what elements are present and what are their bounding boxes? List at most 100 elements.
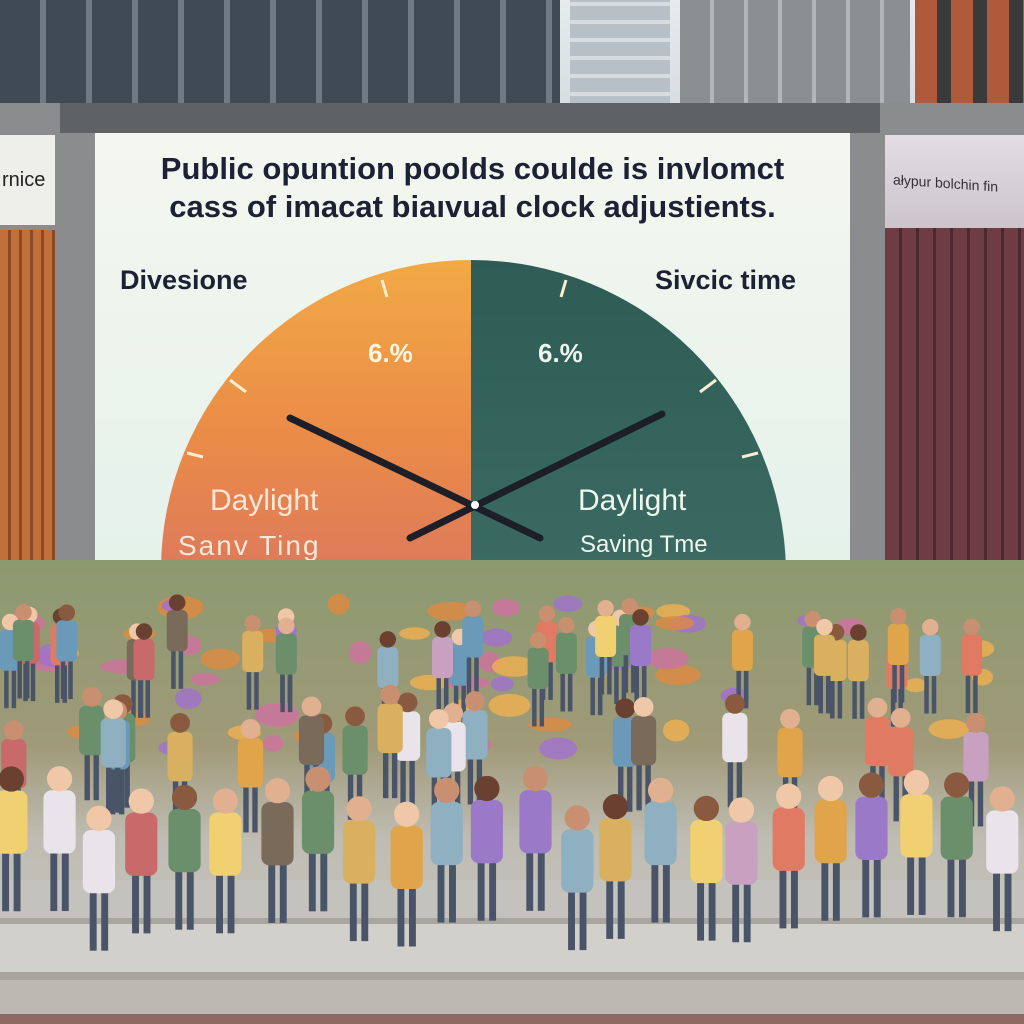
flower-cluster <box>399 627 431 640</box>
flower-cluster <box>490 676 514 692</box>
person <box>0 766 28 912</box>
label-right: Sivcic time <box>655 265 797 295</box>
clock-hand-2 <box>406 410 666 542</box>
person <box>43 766 76 912</box>
person <box>275 617 297 713</box>
flower-cluster <box>263 735 284 752</box>
left-sign-text: rnice <box>2 169 46 191</box>
person <box>56 604 78 700</box>
person <box>519 765 552 911</box>
left-percent: 6.% <box>368 338 413 368</box>
flower-cluster <box>200 648 240 670</box>
left-line-2: Sanv Ting <box>178 530 321 561</box>
flower-cluster <box>539 737 578 760</box>
clock-center <box>471 501 479 509</box>
billboard-headline: Public opuntion poolds coulde is invlomc… <box>110 150 835 226</box>
building-center <box>570 0 670 110</box>
person <box>431 621 453 716</box>
person <box>342 796 376 942</box>
person <box>644 777 677 923</box>
person <box>168 784 201 930</box>
person <box>725 797 758 943</box>
person <box>342 706 368 820</box>
person <box>631 696 657 811</box>
flower-cluster <box>491 598 520 617</box>
person <box>79 686 105 801</box>
person <box>961 618 983 714</box>
person <box>100 699 126 813</box>
flower-cluster <box>190 673 220 686</box>
brick-building <box>915 0 1024 120</box>
left-wall-panels <box>0 230 55 590</box>
person <box>470 775 503 921</box>
person <box>813 618 835 714</box>
flower-cluster <box>655 664 701 685</box>
person <box>722 693 748 808</box>
flower-cluster <box>553 595 583 612</box>
right-line-1: Daylight <box>578 484 687 517</box>
flower-cluster <box>254 703 299 727</box>
left-line-1: Daylight <box>210 484 319 517</box>
flower-cluster <box>904 678 927 693</box>
person <box>772 783 805 929</box>
flower-cluster <box>427 601 475 621</box>
left-side-sign: rnice <box>0 135 55 225</box>
person <box>390 801 423 947</box>
person <box>301 766 335 912</box>
person <box>209 788 242 934</box>
person <box>261 777 294 923</box>
person <box>377 684 403 799</box>
person <box>887 608 909 703</box>
person <box>690 795 723 941</box>
person <box>166 594 188 689</box>
person <box>242 615 264 710</box>
flower-cluster <box>480 628 513 647</box>
clock-hand-1 <box>286 414 544 542</box>
flower-cluster <box>528 717 572 732</box>
flower-cluster <box>656 604 691 619</box>
building-right <box>680 0 910 110</box>
person <box>940 772 973 918</box>
person <box>12 604 34 699</box>
right-percent: 6.% <box>538 338 583 368</box>
flower-cluster <box>647 648 689 670</box>
gauge-left-half <box>161 260 471 570</box>
person <box>237 719 264 833</box>
right-side-sign: ałypur bolchin fin <box>885 135 1024 240</box>
building-left <box>0 0 560 110</box>
person <box>855 772 888 918</box>
flower-cluster <box>349 640 372 665</box>
gauge-ticks <box>186 279 759 459</box>
person <box>555 616 577 712</box>
person <box>527 631 549 727</box>
person <box>125 788 158 934</box>
flower-cluster <box>488 693 531 717</box>
gauge-right-half <box>471 260 786 570</box>
person <box>133 623 155 718</box>
person <box>462 600 484 696</box>
person <box>561 805 594 951</box>
flower-cluster <box>491 656 537 677</box>
flower-cluster <box>928 719 970 739</box>
person <box>595 599 617 695</box>
flower-cluster <box>327 593 350 615</box>
headline-line-1: Public opuntion poolds coulde is invlomc… <box>160 151 785 186</box>
person <box>731 613 753 709</box>
billboard-frame-top <box>60 103 880 133</box>
person <box>814 775 847 921</box>
person <box>919 619 941 714</box>
label-left: Divesione <box>120 265 248 295</box>
right-line-2: Saving Tme <box>580 531 708 558</box>
person <box>82 805 116 951</box>
person <box>847 624 869 719</box>
flower-cluster <box>175 688 202 710</box>
person <box>430 777 463 923</box>
headline-line-2: cass of imacat biaıvual clock adjustient… <box>169 189 776 224</box>
stone-steps <box>0 880 1024 1024</box>
flower-cluster <box>655 616 695 631</box>
right-wall-panels <box>885 228 1024 598</box>
flower-cluster <box>662 719 690 742</box>
person <box>900 770 933 915</box>
